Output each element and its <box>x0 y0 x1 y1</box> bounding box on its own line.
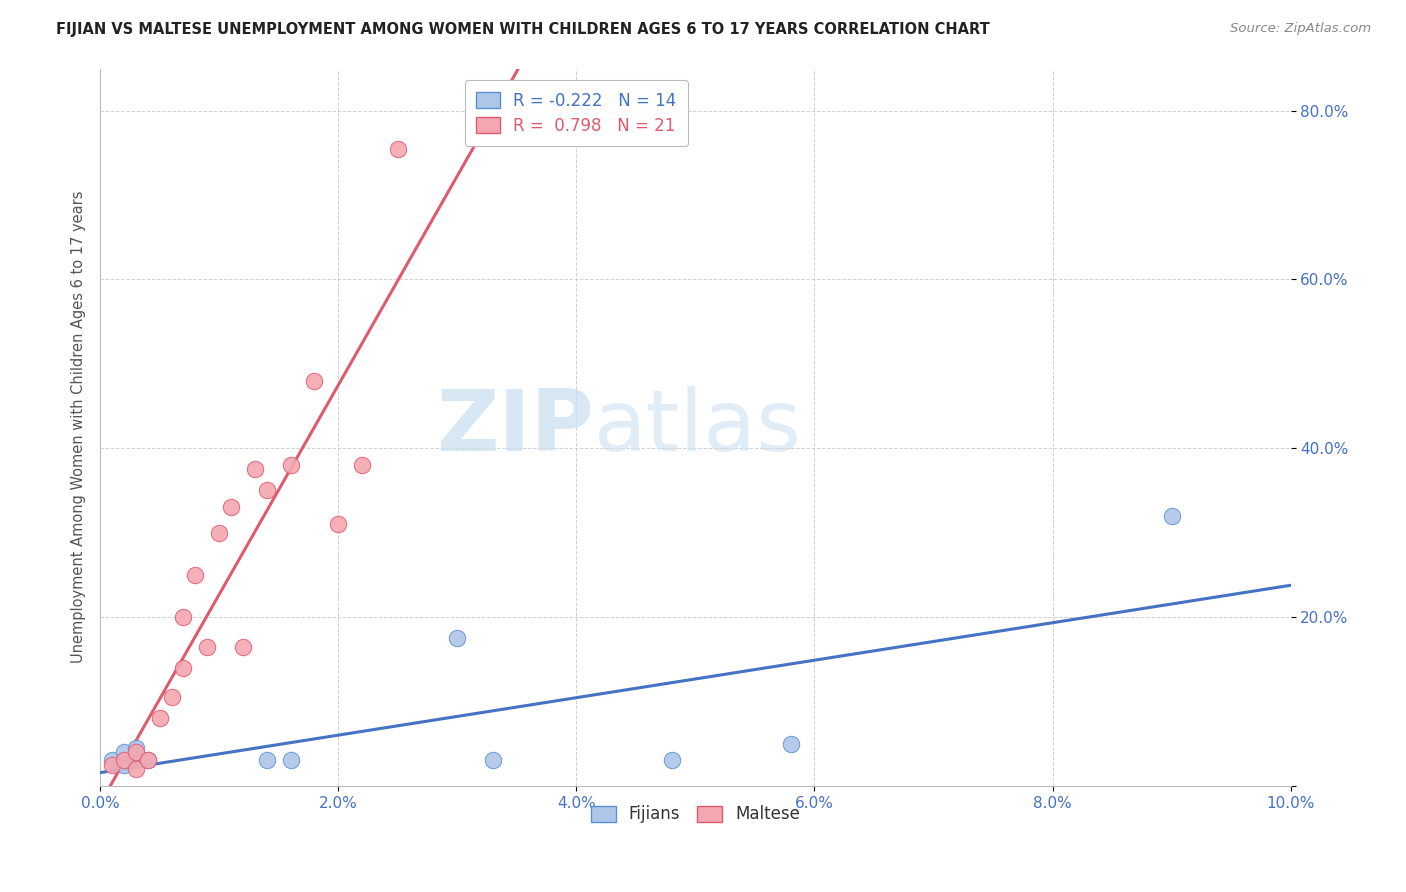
Point <box>125 762 148 776</box>
Legend: Fijians, Maltese: Fijians, Maltese <box>579 794 811 835</box>
Point <box>149 711 172 725</box>
Point <box>350 458 373 472</box>
Point <box>101 757 124 772</box>
Point <box>112 745 135 759</box>
Point <box>387 142 409 156</box>
Point <box>125 749 148 764</box>
Text: FIJIAN VS MALTESE UNEMPLOYMENT AMONG WOMEN WITH CHILDREN AGES 6 TO 17 YEARS CORR: FIJIAN VS MALTESE UNEMPLOYMENT AMONG WOM… <box>56 22 990 37</box>
Point <box>136 754 159 768</box>
Point <box>1160 508 1182 523</box>
Point <box>482 754 505 768</box>
Point <box>160 690 183 705</box>
Point <box>280 458 302 472</box>
Text: atlas: atlas <box>595 385 803 468</box>
Point <box>101 754 124 768</box>
Point <box>112 757 135 772</box>
Point <box>195 640 218 654</box>
Y-axis label: Unemployment Among Women with Children Ages 6 to 17 years: Unemployment Among Women with Children A… <box>72 191 86 664</box>
Point <box>280 754 302 768</box>
Point <box>232 640 254 654</box>
Point <box>256 483 278 498</box>
Point <box>304 374 326 388</box>
Text: Source: ZipAtlas.com: Source: ZipAtlas.com <box>1230 22 1371 36</box>
Text: ZIP: ZIP <box>436 385 595 468</box>
Point <box>172 610 194 624</box>
Point <box>446 631 468 645</box>
Point <box>779 737 801 751</box>
Point <box>112 754 135 768</box>
Point <box>184 567 207 582</box>
Point <box>243 462 266 476</box>
Point <box>328 517 350 532</box>
Point <box>125 745 148 759</box>
Point <box>125 740 148 755</box>
Point <box>172 660 194 674</box>
Point <box>219 500 242 515</box>
Point <box>208 525 231 540</box>
Point <box>125 754 148 768</box>
Point <box>256 754 278 768</box>
Point <box>661 754 683 768</box>
Point <box>136 754 159 768</box>
